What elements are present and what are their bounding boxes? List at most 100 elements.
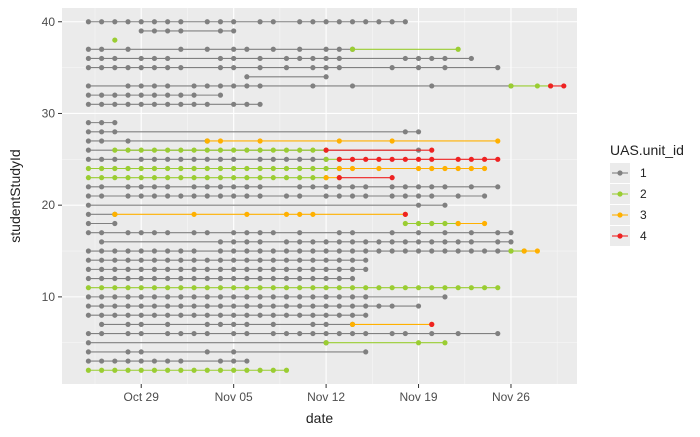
- data-point: [125, 275, 131, 282]
- data-point: [204, 275, 210, 282]
- data-point: [415, 340, 422, 346]
- data-point: [204, 175, 210, 181]
- data-point: [191, 156, 197, 162]
- data-point: [112, 367, 118, 373]
- data-point: [415, 65, 422, 71]
- data-point: [495, 330, 501, 337]
- data-point: [217, 175, 224, 181]
- data-point: [442, 65, 448, 71]
- data-point: [191, 312, 197, 318]
- data-point: [297, 156, 303, 162]
- data-point: [389, 330, 395, 337]
- data-point: [125, 285, 131, 291]
- data-point: [323, 193, 329, 199]
- data-point: [429, 220, 435, 227]
- data-point: [85, 101, 92, 107]
- data-point: [376, 248, 382, 254]
- data-point: [217, 138, 224, 144]
- data-point: [429, 285, 435, 291]
- data-point: [442, 184, 448, 190]
- data-point: [204, 303, 210, 309]
- data-point: [455, 330, 461, 337]
- data-point: [178, 248, 184, 254]
- data-point: [534, 248, 540, 254]
- data-point: [231, 46, 237, 52]
- data-point: [402, 55, 408, 62]
- data-point: [85, 275, 92, 282]
- data-point: [297, 330, 303, 337]
- data-point: [481, 156, 488, 162]
- data-point: [125, 321, 131, 327]
- data-point: [138, 349, 144, 355]
- data-point: [257, 175, 263, 181]
- data-point: [165, 165, 171, 172]
- data-point: [138, 175, 144, 181]
- data-point: [138, 367, 144, 373]
- data-point: [178, 294, 184, 300]
- data-point: [231, 257, 237, 263]
- data-point: [165, 303, 171, 309]
- data-point: [112, 65, 118, 71]
- data-point: [138, 184, 144, 190]
- data-point: [112, 101, 118, 107]
- data-point: [165, 230, 171, 236]
- data-point: [283, 156, 290, 162]
- data-point: [112, 175, 118, 181]
- data-point: [336, 138, 342, 144]
- data-point: [429, 193, 435, 199]
- data-point: [257, 367, 263, 373]
- data-point: [310, 257, 316, 263]
- data-point: [178, 46, 184, 52]
- data-point: [99, 275, 105, 282]
- data-point: [151, 175, 158, 181]
- data-point: [389, 285, 395, 291]
- data-point: [402, 129, 408, 135]
- data-point: [178, 156, 184, 162]
- data-point: [138, 55, 144, 62]
- data-point: [468, 285, 474, 291]
- data-point: [349, 230, 356, 236]
- data-point: [165, 294, 171, 300]
- data-point: [257, 147, 263, 153]
- data-point: [85, 83, 92, 89]
- data-point: [336, 19, 342, 25]
- data-point: [257, 285, 263, 291]
- data-point: [112, 220, 118, 227]
- data-point: [508, 239, 514, 245]
- data-point: [310, 83, 316, 89]
- data-point: [112, 312, 118, 318]
- data-point: [85, 120, 92, 126]
- data-point: [151, 294, 158, 300]
- data-point: [534, 83, 540, 89]
- data-point: [257, 275, 263, 282]
- data-point: [257, 266, 263, 272]
- data-point: [244, 248, 250, 254]
- data-point: [151, 147, 158, 153]
- data-point: [257, 239, 263, 245]
- data-point: [349, 257, 356, 263]
- data-point: [283, 239, 290, 245]
- data-point: [112, 165, 118, 172]
- data-point: [125, 165, 131, 172]
- data-point: [112, 211, 118, 217]
- data-point: [231, 239, 237, 245]
- data-point: [336, 175, 342, 181]
- data-point: [165, 367, 171, 373]
- data-point: [85, 138, 92, 144]
- legend-label: 1: [640, 166, 647, 180]
- data-point: [191, 92, 197, 98]
- data-point: [455, 193, 461, 199]
- data-point: [244, 147, 250, 153]
- data-point: [257, 257, 263, 263]
- data-point: [244, 184, 250, 190]
- data-point: [112, 358, 118, 364]
- data-point: [468, 184, 474, 190]
- data-point: [85, 303, 92, 309]
- data-point: [231, 285, 237, 291]
- data-point: [257, 65, 263, 71]
- data-point: [151, 184, 158, 190]
- data-point: [468, 248, 474, 254]
- data-point: [244, 74, 250, 80]
- data-point: [125, 46, 131, 52]
- data-point: [323, 294, 329, 300]
